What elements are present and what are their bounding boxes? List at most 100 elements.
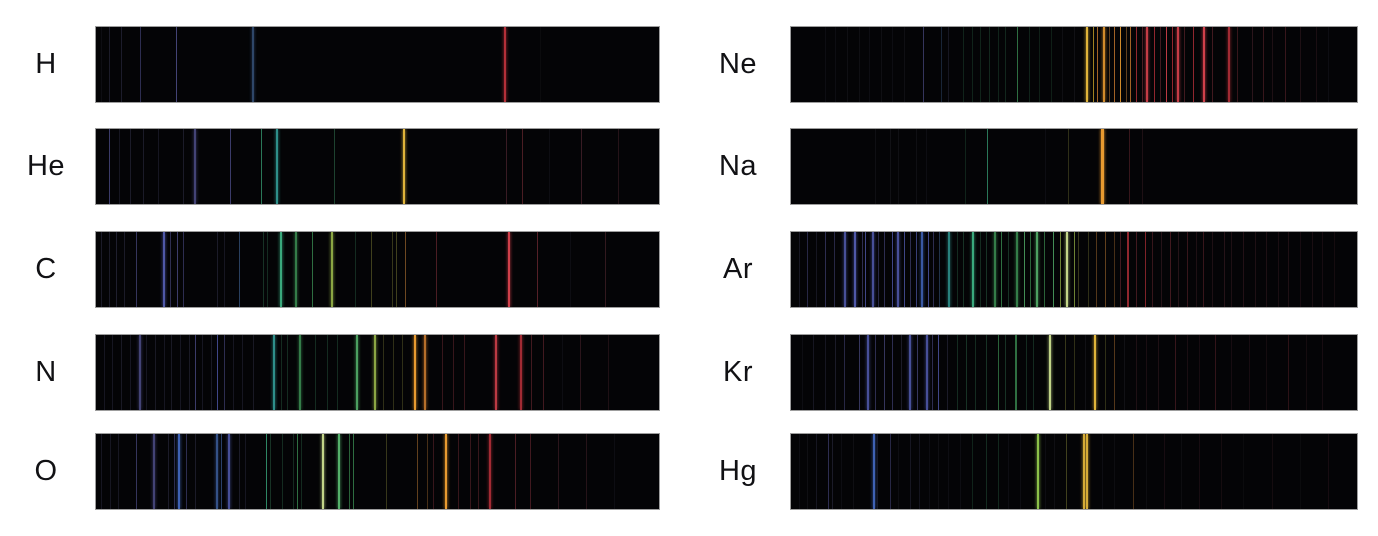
emission-line (1028, 27, 1030, 102)
emission-line (608, 335, 610, 410)
emission-line (120, 27, 122, 102)
emission-line (824, 232, 826, 307)
emission-line (267, 232, 269, 307)
emission-line (853, 434, 855, 509)
emission-line (903, 232, 905, 307)
emission-line (1049, 335, 1052, 410)
emission-line (489, 434, 492, 509)
emission-line (1299, 232, 1301, 307)
emission-line (1299, 434, 1301, 509)
emission-line (1033, 335, 1035, 410)
emission-line (542, 335, 544, 410)
emission-line (947, 232, 950, 307)
emission-line (557, 434, 559, 509)
emission-line (280, 232, 283, 307)
emission-line (1311, 232, 1313, 307)
emission-line (505, 129, 507, 204)
emission-line (890, 434, 892, 509)
emission-line (330, 232, 333, 307)
emission-line (108, 27, 110, 102)
emission-line (847, 27, 849, 102)
emission-line (1287, 232, 1289, 307)
emission-line (972, 434, 974, 509)
emission-line (301, 434, 303, 509)
emission-line (1243, 434, 1245, 509)
emission-line (1124, 335, 1126, 410)
emission-line (224, 335, 226, 410)
emission-line (295, 232, 297, 307)
emission-line (1316, 27, 1318, 102)
emission-line (348, 434, 350, 509)
emission-line (1104, 232, 1106, 307)
emission-line (436, 232, 438, 307)
emission-line (897, 129, 899, 204)
emission-line (1146, 335, 1148, 410)
emission-line (1171, 27, 1173, 102)
emission-line (101, 434, 103, 509)
emission-line (605, 232, 607, 307)
emission-line (413, 335, 416, 410)
emission-line (402, 335, 404, 410)
emission-line (314, 335, 316, 410)
emission-line (985, 434, 987, 509)
emission-line (985, 232, 987, 307)
emission-line (382, 335, 384, 410)
emission-line (1016, 27, 1018, 102)
emission-line (171, 335, 173, 410)
emission-line (1215, 335, 1216, 410)
emission-line (859, 335, 861, 410)
emission-line (135, 232, 137, 307)
emission-line (891, 335, 893, 410)
emission-line (815, 434, 817, 509)
emission-line (971, 232, 974, 307)
emission-line (129, 129, 131, 204)
emission-line (1019, 434, 1021, 509)
emission-line (334, 129, 336, 204)
emission-line (1277, 232, 1279, 307)
emission-line (1158, 335, 1160, 410)
emission-line (1113, 335, 1115, 410)
emission-line (1004, 27, 1006, 102)
emission-line (933, 232, 935, 307)
emission-line (252, 27, 255, 102)
emission-line (948, 27, 950, 102)
emission-line (101, 232, 103, 307)
emission-line (120, 335, 122, 410)
emission-line (948, 434, 950, 509)
emission-line (194, 434, 196, 509)
emission-line (175, 27, 177, 102)
emission-line (1198, 434, 1200, 509)
emission-line (562, 335, 564, 410)
emission-line (1243, 232, 1245, 307)
emission-line (1177, 27, 1180, 102)
emission-line (1220, 434, 1222, 509)
emission-line (182, 232, 184, 307)
emission-line (423, 335, 426, 410)
emission-line (336, 335, 338, 410)
spectrum-strip-c (95, 231, 660, 308)
emission-line (876, 434, 878, 509)
element-label-c: C (35, 253, 57, 285)
emission-line (433, 434, 435, 509)
emission-line (909, 232, 911, 307)
emission-line (1186, 335, 1188, 410)
emission-line (1086, 434, 1089, 509)
emission-line (470, 434, 472, 509)
emission-line (581, 129, 583, 204)
emission-line (1159, 27, 1161, 102)
emission-line (824, 335, 826, 410)
spectrum-strip-na (790, 128, 1358, 205)
emission-line (1198, 335, 1200, 410)
element-label-n: N (35, 356, 57, 388)
emission-line (926, 129, 928, 204)
emission-line (1212, 27, 1214, 102)
emission-line (233, 335, 235, 410)
emission-line (1252, 27, 1254, 102)
element-label-h: H (35, 48, 57, 80)
emission-line (1119, 232, 1121, 307)
emission-line (1142, 129, 1144, 204)
emission-line (1334, 232, 1336, 307)
emission-line (1119, 27, 1121, 102)
emission-line (1305, 335, 1307, 410)
emission-line (1144, 232, 1146, 307)
